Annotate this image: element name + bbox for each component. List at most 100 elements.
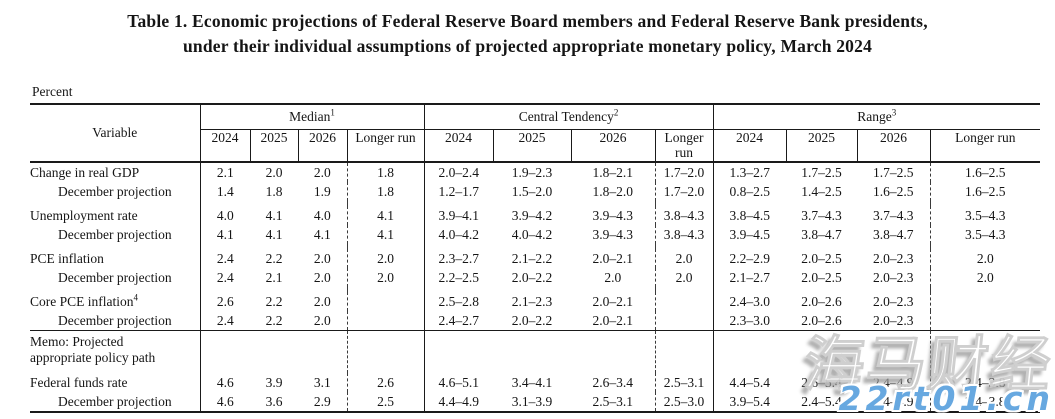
table-title: Table 1. Economic projections of Federal… bbox=[0, 0, 1055, 59]
value-cell: 3.9–5.4 bbox=[712, 392, 787, 412]
value-cell: 2.5–3.0 bbox=[654, 392, 714, 412]
value-cell: 2.3–3.0 bbox=[712, 311, 787, 331]
value-cell: 2.4–4.9 bbox=[873, 374, 914, 390]
table-title-line1: Table 1. Economic projections of Federal… bbox=[127, 11, 928, 31]
row-label: December projection bbox=[58, 393, 172, 409]
year-header-range-2026: 2026 bbox=[856, 129, 931, 163]
value-cell: 2.4–3.0 bbox=[712, 292, 787, 311]
value-cell: 2.4–3.8 bbox=[929, 392, 1041, 412]
median-label: Median bbox=[289, 109, 331, 124]
value-cell: 2.0–2.2 bbox=[511, 269, 553, 285]
median-group-header: Median1 bbox=[199, 104, 424, 130]
data-row: Federal funds rate 4.6 3.9 3.1 2.6 4.6–5.1 3.4… bbox=[30, 373, 1041, 392]
value-cell bbox=[199, 201, 250, 206]
value-cell: 1.7–2.5 bbox=[873, 164, 914, 180]
row-label: Core PCE inflation4 bbox=[30, 292, 138, 309]
value-cell bbox=[654, 311, 714, 331]
value-cell bbox=[712, 287, 787, 292]
value-cell: 2.1 bbox=[199, 162, 250, 182]
value-cell: 4.1 bbox=[265, 207, 283, 223]
year-header-median-2024: 2024 bbox=[199, 129, 250, 163]
value-cell: 2.0 bbox=[313, 269, 331, 285]
value-cell: 4.1 bbox=[313, 226, 331, 242]
value-cell: 1.6–2.5 bbox=[929, 162, 1041, 182]
value-cell: 1.8–2.0 bbox=[592, 183, 634, 199]
data-row: December projection 4.1 4.1 4.1 4.1 4.0–4.2 4.… bbox=[30, 225, 1041, 244]
range-label: Range bbox=[857, 109, 892, 124]
value-cell: 4.0–4.2 bbox=[511, 226, 553, 242]
value-cell: 2.0–2.3 bbox=[873, 312, 914, 328]
value-cell: 4.6–5.1 bbox=[423, 373, 493, 392]
value-cell: 2.0 bbox=[313, 293, 331, 309]
median-footnote-marker: 1 bbox=[330, 107, 335, 118]
spacer-row bbox=[30, 287, 1041, 292]
value-cell bbox=[712, 201, 787, 206]
memo-label-line: Memo: Projected bbox=[30, 334, 124, 349]
value-cell bbox=[199, 330, 250, 373]
year-header-row: 2024 2025 2026 Longer run 2024 2025 2026… bbox=[30, 129, 1041, 163]
value-cell: 1.3–2.7 bbox=[712, 162, 787, 182]
value-cell: 1.8 bbox=[265, 183, 283, 199]
value-cell bbox=[423, 201, 493, 206]
value-cell: 2.1–2.7 bbox=[712, 268, 787, 287]
value-cell: 2.2 bbox=[265, 293, 283, 309]
value-cell: 2.2 bbox=[265, 250, 283, 266]
memo-row: Memo: Projected appropriate policy path bbox=[30, 330, 1041, 373]
range-footnote-marker: 3 bbox=[891, 107, 897, 118]
year-header-median-2026: 2026 bbox=[297, 129, 347, 163]
value-cell bbox=[423, 287, 493, 292]
row-label: Change in real GDP bbox=[30, 164, 140, 180]
value-cell: 4.1 bbox=[346, 225, 424, 244]
value-cell: 2.2 bbox=[265, 312, 283, 328]
value-cell: 3.5–4.3 bbox=[929, 225, 1041, 244]
value-cell: 3.8–4.7 bbox=[801, 226, 842, 242]
value-cell: 2.0 bbox=[313, 312, 331, 328]
value-cell bbox=[250, 330, 298, 373]
data-row: December projection 2.4 2.2 2.0 2.4–2.7 2.0–2… bbox=[30, 311, 1041, 331]
spacer-row bbox=[30, 201, 1041, 206]
value-cell: 1.4 bbox=[199, 182, 250, 201]
value-cell: 1.5–2.0 bbox=[511, 183, 553, 199]
data-row: PCE inflation 2.4 2.2 2.0 2.0 2.3–2.7 2.1–2.2 2… bbox=[30, 249, 1041, 268]
value-cell: 3.9–4.3 bbox=[592, 207, 634, 223]
value-cell: 2.5–3.1 bbox=[654, 373, 714, 392]
value-cell: 2.0–2.5 bbox=[801, 269, 842, 285]
spacer-row bbox=[30, 244, 1041, 249]
data-row: December projection 2.4 2.1 2.0 2.0 2.2–2.5 2.… bbox=[30, 268, 1041, 287]
value-cell: 1.6–2.5 bbox=[929, 182, 1041, 201]
value-cell: 4.4–4.9 bbox=[423, 392, 493, 412]
variable-column-header: Variable bbox=[30, 104, 200, 163]
value-cell: 2.0–2.1 bbox=[592, 312, 634, 328]
value-cell: 2.6 bbox=[199, 292, 250, 311]
value-cell: 1.9 bbox=[313, 183, 331, 199]
value-cell: 1.4–2.5 bbox=[801, 183, 842, 199]
value-cell: 2.4 bbox=[199, 249, 250, 268]
economic-projections-table: Variable Median1 Central Tendency2 Range… bbox=[30, 103, 1041, 413]
value-cell: 2.0–2.1 bbox=[592, 293, 634, 309]
value-cell: 2.0 bbox=[265, 164, 283, 180]
value-cell: 2.0 bbox=[346, 268, 424, 287]
year-header-ct-2025: 2025 bbox=[492, 129, 571, 163]
value-cell: 3.9–4.3 bbox=[592, 226, 634, 242]
value-cell: 4.0 bbox=[313, 207, 331, 223]
value-cell: 2.0 bbox=[346, 249, 424, 268]
value-cell: 1.2–1.7 bbox=[423, 182, 493, 201]
value-cell: 2.5–3.1 bbox=[592, 393, 634, 409]
value-cell: 1.7–2.5 bbox=[801, 164, 842, 180]
value-cell bbox=[712, 244, 787, 249]
value-cell: 0.8–2.5 bbox=[712, 182, 787, 201]
value-cell: 2.0–2.4 bbox=[423, 162, 493, 182]
row-label: December projection bbox=[58, 226, 172, 242]
value-cell bbox=[712, 330, 787, 373]
value-cell bbox=[571, 330, 655, 373]
value-cell: 2.0–2.2 bbox=[511, 312, 553, 328]
value-cell: 3.6 bbox=[265, 393, 283, 409]
value-cell: 2.0–2.5 bbox=[801, 250, 842, 266]
units-label: Percent bbox=[32, 84, 73, 99]
value-cell: 4.0–4.2 bbox=[423, 225, 493, 244]
value-cell: 2.0–2.6 bbox=[801, 293, 842, 309]
table-title-line2: under their individual assumptions of pr… bbox=[182, 36, 873, 56]
value-cell: 2.4–3.8 bbox=[929, 373, 1041, 392]
value-cell bbox=[654, 292, 714, 311]
value-cell: 3.9 bbox=[265, 374, 283, 390]
